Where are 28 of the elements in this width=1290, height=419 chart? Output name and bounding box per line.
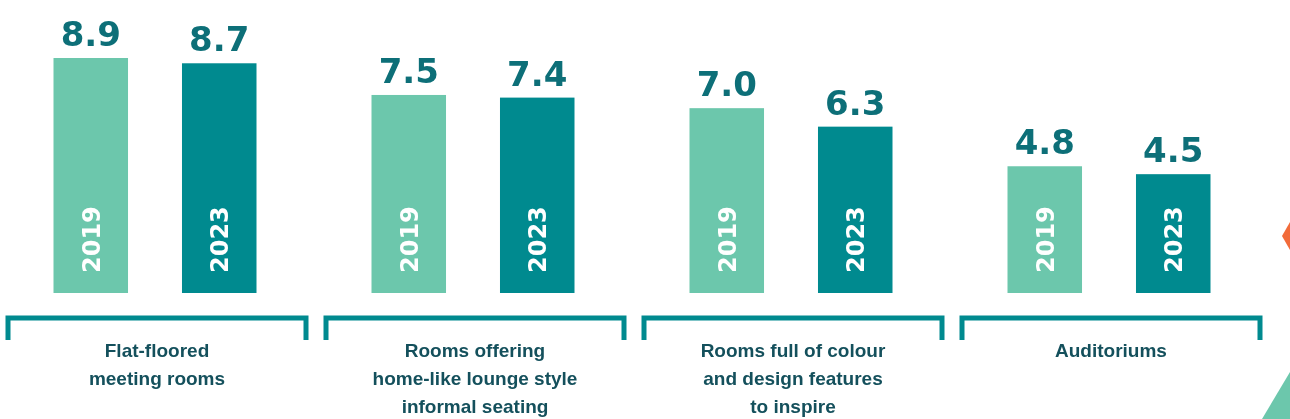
x-tick-label: Auditoriums xyxy=(1055,340,1167,361)
text: 2019 xyxy=(395,206,424,273)
bar xyxy=(371,94,447,293)
text: 2019 xyxy=(1031,206,1060,273)
bar xyxy=(1007,166,1083,293)
text: 2023 xyxy=(524,206,553,273)
data-label: 7.4 xyxy=(507,53,568,94)
data-label: 6.3 xyxy=(825,82,886,123)
data-label: 7.5 xyxy=(378,50,439,91)
data-label: 4.5 xyxy=(1143,130,1204,171)
series-label: 2023 xyxy=(206,206,235,273)
text: 2023 xyxy=(842,206,871,273)
x-tick-label: Rooms full of colour and design features to inspire xyxy=(700,340,886,417)
data-label: 7.0 xyxy=(696,64,757,105)
x-tick-label: Rooms offering home-like lounge style informal seating xyxy=(372,340,578,417)
data-label: 8.7 xyxy=(189,19,250,60)
bar xyxy=(689,108,765,293)
data-label: 8.9 xyxy=(60,14,121,54)
bar xyxy=(53,58,129,293)
data-label: 4.8 xyxy=(1014,122,1075,163)
bar xyxy=(1135,174,1211,293)
x-tick-label: Flat-floored meeting rooms xyxy=(88,340,226,389)
text: 2023 xyxy=(1160,206,1189,273)
series-label: 2019 xyxy=(77,206,106,273)
text: 2019 xyxy=(713,206,742,273)
bar xyxy=(499,97,575,293)
bar xyxy=(181,63,257,293)
bar xyxy=(817,126,893,293)
